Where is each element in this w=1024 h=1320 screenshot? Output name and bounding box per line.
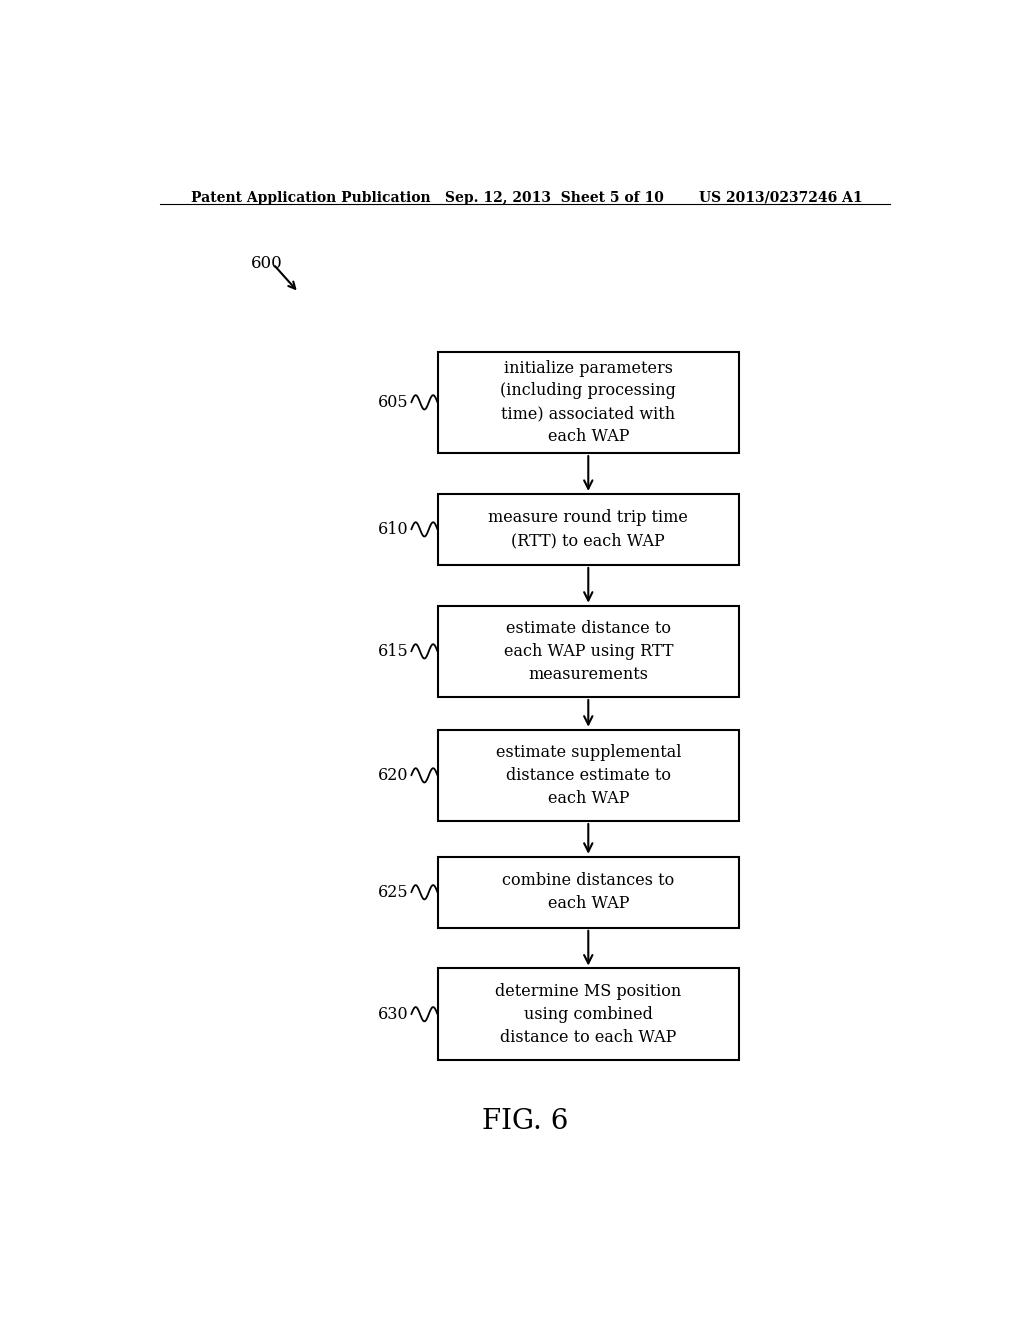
Text: 625: 625	[378, 884, 409, 900]
Text: 615: 615	[378, 643, 409, 660]
FancyBboxPatch shape	[437, 857, 739, 928]
Text: Patent Application Publication: Patent Application Publication	[191, 191, 431, 205]
Text: measure round trip time
(RTT) to each WAP: measure round trip time (RTT) to each WA…	[488, 510, 688, 549]
Text: determine MS position
using combined
distance to each WAP: determine MS position using combined dis…	[496, 983, 681, 1045]
FancyBboxPatch shape	[437, 969, 739, 1060]
Text: 600: 600	[251, 255, 283, 272]
FancyBboxPatch shape	[437, 606, 739, 697]
FancyBboxPatch shape	[437, 494, 739, 565]
Text: US 2013/0237246 A1: US 2013/0237246 A1	[699, 191, 863, 205]
FancyBboxPatch shape	[437, 351, 739, 453]
Text: estimate distance to
each WAP using RTT
measurements: estimate distance to each WAP using RTT …	[504, 620, 673, 682]
Text: combine distances to
each WAP: combine distances to each WAP	[502, 873, 675, 912]
Text: FIG. 6: FIG. 6	[481, 1109, 568, 1135]
Text: estimate supplemental
distance estimate to
each WAP: estimate supplemental distance estimate …	[496, 744, 681, 807]
Text: initialize parameters
(including processing
time) associated with
each WAP: initialize parameters (including process…	[501, 359, 676, 445]
Text: Sep. 12, 2013  Sheet 5 of 10: Sep. 12, 2013 Sheet 5 of 10	[445, 191, 665, 205]
FancyBboxPatch shape	[437, 730, 739, 821]
Text: 630: 630	[378, 1006, 409, 1023]
Text: 605: 605	[378, 393, 409, 411]
Text: 620: 620	[378, 767, 409, 784]
Text: 610: 610	[378, 521, 409, 537]
